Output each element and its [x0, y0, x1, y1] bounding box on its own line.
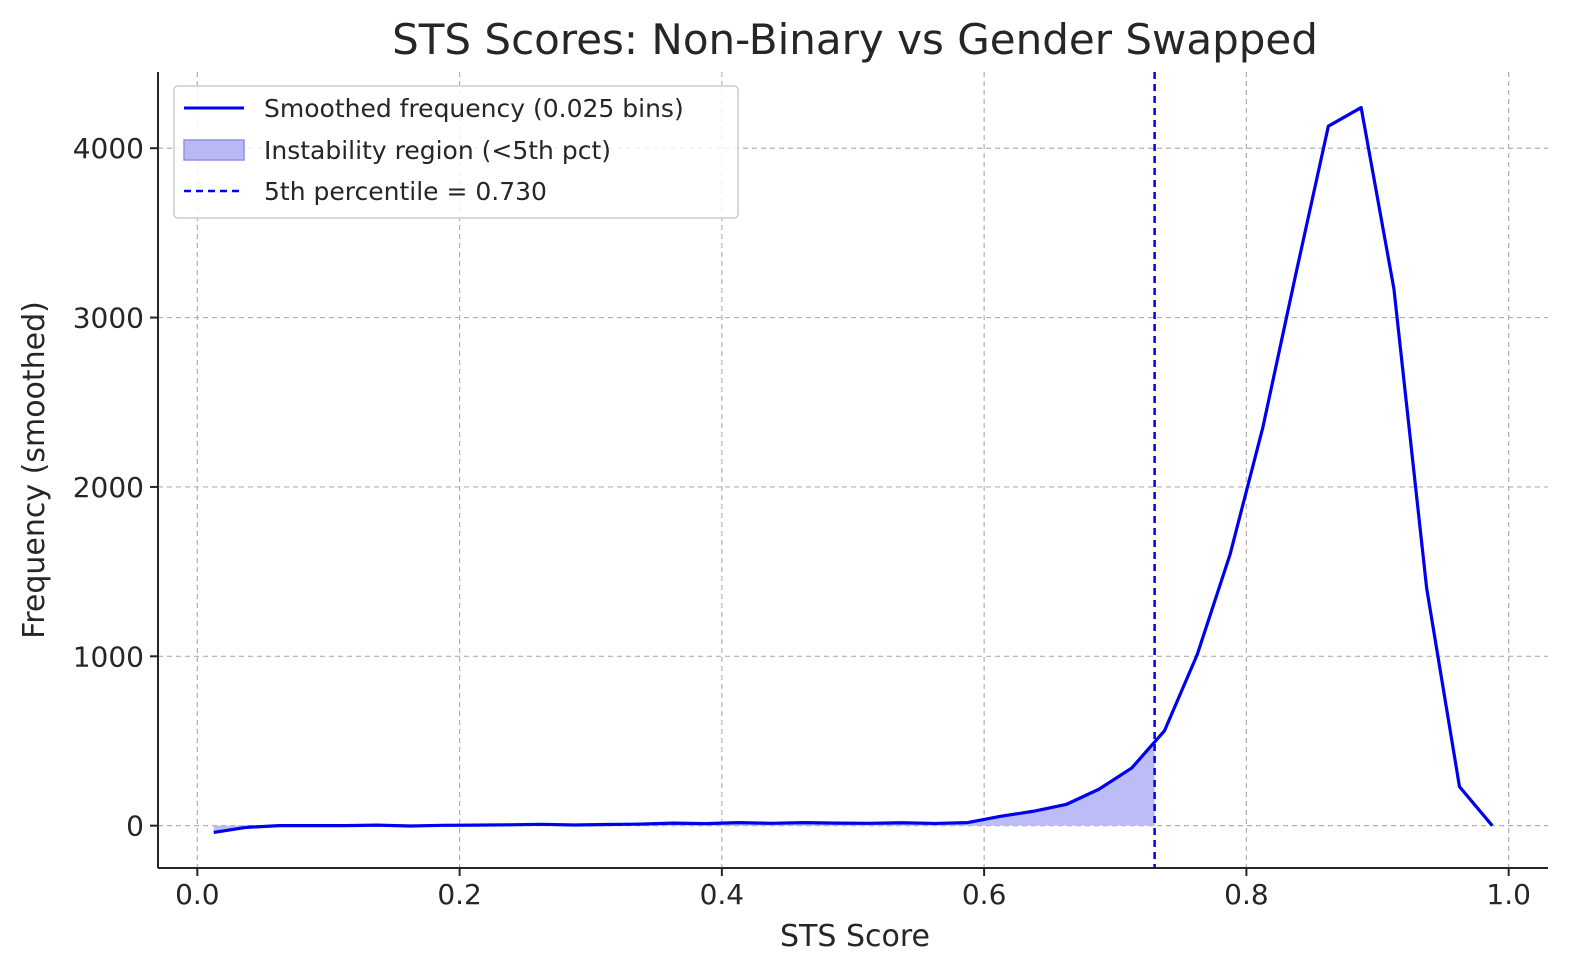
- data-point: [900, 821, 904, 825]
- data-point: [1392, 287, 1396, 291]
- data-point: [835, 821, 839, 825]
- data-point: [1130, 766, 1134, 770]
- data-point: [605, 822, 609, 826]
- data-point: [1359, 106, 1363, 110]
- instability-region-fill: [213, 741, 1155, 833]
- data-point: [703, 822, 707, 826]
- data-point: [474, 823, 478, 827]
- series-line-smoothed-frequency: [213, 105, 1494, 835]
- data-point: [441, 823, 445, 827]
- legend-label-instability-region: Instability region (<5th pct): [264, 136, 611, 165]
- data-point: [1097, 787, 1101, 791]
- data-point: [867, 821, 871, 825]
- data-point: [1457, 785, 1461, 789]
- data-point: [572, 823, 576, 827]
- data-point: [638, 822, 642, 826]
- data-point: [507, 823, 511, 827]
- data-point: [1031, 809, 1035, 813]
- legend-label-5th-percentile: 5th percentile = 0.730: [264, 177, 547, 206]
- x-tick-label: 0.4: [700, 878, 745, 911]
- data-point: [1490, 824, 1494, 828]
- x-axis-label: STS Score: [780, 919, 930, 954]
- data-point: [376, 823, 380, 827]
- data-point: [1326, 124, 1330, 128]
- axes: [150, 72, 1548, 876]
- y-tick-label: 4000: [73, 132, 144, 165]
- chart-title: STS Scores: Non-Binary vs Gender Swapped: [392, 15, 1318, 64]
- legend-box: [173, 85, 739, 219]
- data-point: [1294, 273, 1298, 277]
- x-tick-label: 1.0: [1486, 878, 1531, 911]
- data-point: [1261, 426, 1265, 430]
- data-point: [310, 824, 314, 828]
- data-point: [540, 822, 544, 826]
- data-point: [1162, 729, 1166, 733]
- data-point: [1195, 653, 1199, 657]
- data-point: [671, 821, 675, 825]
- data-point: [277, 824, 281, 828]
- tick-labels: 0.0 0.2 0.4 0.6 0.8 1.0 0 1000 2000 3000 4000: [73, 132, 1531, 911]
- data-point: [1064, 802, 1068, 806]
- data-point: [408, 824, 412, 828]
- x-tick-label: 0.6: [962, 878, 1007, 911]
- data-point: [1425, 587, 1429, 591]
- x-tick-label: 0.0: [175, 878, 220, 911]
- y-axis-label: Frequency (smoothed): [17, 301, 52, 639]
- y-tick-label: 2000: [73, 471, 144, 504]
- y-tick-label: 1000: [73, 640, 144, 673]
- x-tick-label: 0.2: [437, 878, 482, 911]
- y-tick-label: 0: [126, 810, 144, 843]
- data-point: [212, 830, 216, 834]
- data-point: [802, 821, 806, 825]
- data-point: [736, 821, 740, 825]
- legend-fill-swatch: [183, 139, 245, 161]
- data-point: [343, 824, 347, 828]
- data-point: [769, 821, 773, 825]
- data-point: [999, 814, 1003, 818]
- data-point: [966, 821, 970, 825]
- data-point: [245, 825, 249, 829]
- data-point: [933, 821, 937, 825]
- legend-label-smoothed-frequency: Smoothed frequency (0.025 bins): [264, 94, 684, 123]
- x-tick-label: 0.8: [1224, 878, 1269, 911]
- y-tick-label: 3000: [73, 302, 144, 335]
- data-point: [1228, 553, 1232, 557]
- legend: Smoothed frequency (0.025 bins) Instabil…: [173, 85, 739, 219]
